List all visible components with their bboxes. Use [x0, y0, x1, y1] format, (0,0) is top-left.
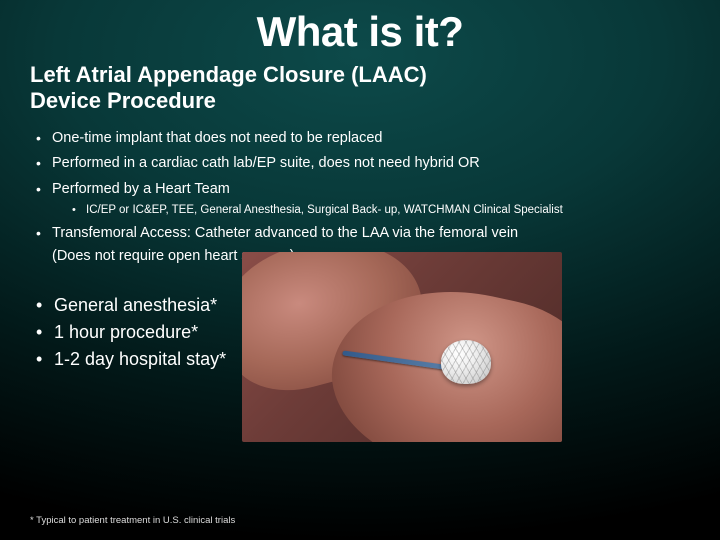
subtitle-line-2: Device Procedure [30, 88, 216, 113]
subtitle-line-1: Left Atrial Appendage Closure (LAAC) [30, 62, 427, 87]
slide-title: What is it? [30, 8, 690, 56]
slide-subtitle: Left Atrial Appendage Closure (LAAC) Dev… [30, 62, 690, 115]
footnote-text: * Typical to patient treatment in U.S. c… [30, 515, 235, 526]
bullet-transfemoral: Transfemoral Access: Catheter advanced t… [30, 224, 690, 244]
highlight-anesthesia: General anesthesia* [30, 292, 226, 319]
main-bullet-list: One-time implant that does not need to b… [30, 129, 690, 244]
bullet-heart-team-text: Performed by a Heart Team [52, 181, 230, 197]
bullet-implant: One-time implant that does not need to b… [30, 129, 690, 149]
bullet-cath-lab: Performed in a cardiac cath lab/EP suite… [30, 154, 690, 174]
highlight-stay: 1-2 day hospital stay* [30, 346, 226, 373]
sub-bullet-list: IC/EP or IC&EP, TEE, General Anesthesia,… [52, 203, 690, 218]
device-body [441, 340, 491, 384]
sub-bullet-team-members: IC/EP or IC&EP, TEE, General Anesthesia,… [70, 203, 690, 218]
procedure-illustration [242, 252, 562, 442]
highlight-list: General anesthesia* 1 hour procedure* 1-… [30, 292, 226, 373]
slide-root: What is it? Left Atrial Appendage Closur… [0, 0, 720, 540]
watchman-device-icon [438, 334, 494, 390]
device-mesh [441, 340, 491, 384]
lower-row: General anesthesia* 1 hour procedure* 1-… [30, 292, 690, 442]
highlight-duration: 1 hour procedure* [30, 319, 226, 346]
bullet-heart-team: Performed by a Heart Team IC/EP or IC&EP… [30, 180, 690, 219]
